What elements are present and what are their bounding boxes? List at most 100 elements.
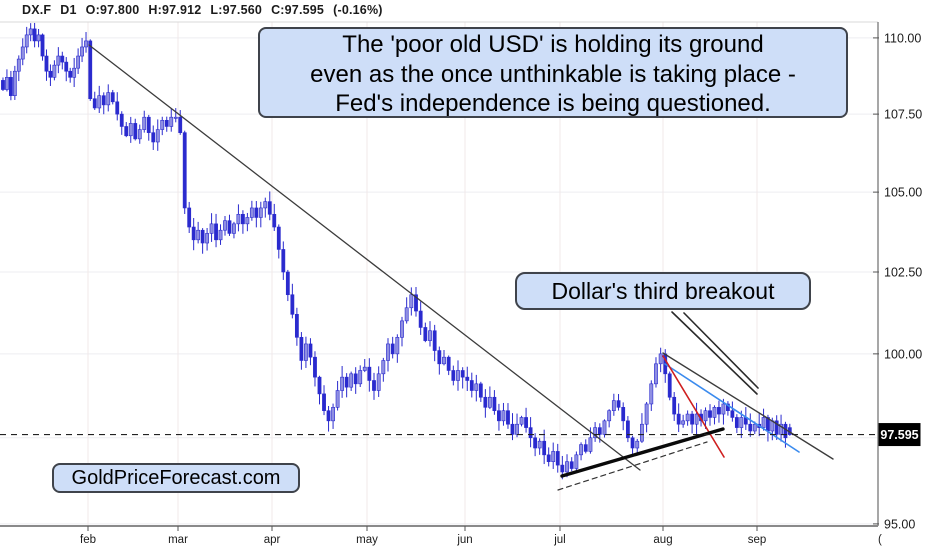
candle-body xyxy=(432,330,437,351)
candle-body xyxy=(151,132,156,143)
candle-body xyxy=(694,413,699,425)
timeframe-label: D1 xyxy=(60,3,77,17)
candle-body xyxy=(88,40,93,100)
candle-body xyxy=(137,129,142,140)
candle-body xyxy=(414,294,418,312)
candle-body xyxy=(52,64,57,78)
candle-body xyxy=(569,461,574,469)
month-label: mar xyxy=(168,534,188,546)
candle-body xyxy=(155,129,160,143)
candle-body xyxy=(752,423,757,432)
candle-body xyxy=(681,420,686,425)
breakout-pointer-b[interactable] xyxy=(683,312,759,389)
candle-body xyxy=(245,217,250,225)
candle-body xyxy=(249,207,254,218)
month-label: apr xyxy=(264,534,281,546)
candle-body xyxy=(187,207,192,228)
month-label: aug xyxy=(653,534,672,546)
candle-body xyxy=(236,213,241,225)
candle-body xyxy=(290,294,295,315)
candle-body xyxy=(400,320,404,338)
candle-body xyxy=(712,407,717,418)
candle-body xyxy=(644,403,649,425)
blue-trend-line[interactable] xyxy=(664,363,800,453)
candle-body xyxy=(92,98,97,109)
price-tick-label: 110.00 xyxy=(884,31,921,45)
candle-body xyxy=(607,410,612,422)
change-value: (-0.16%) xyxy=(333,3,383,17)
dashed-support-line[interactable] xyxy=(557,441,708,491)
candle-body xyxy=(317,376,322,395)
candle-body xyxy=(178,116,183,133)
candle-body xyxy=(551,451,556,462)
candle-body xyxy=(223,220,227,231)
candle-body xyxy=(40,34,45,57)
price-tick-label: 105.00 xyxy=(884,186,922,200)
candle-body xyxy=(506,410,510,425)
note-line-1: The 'poor old USD' is holding its ground xyxy=(342,31,764,58)
candle-body xyxy=(546,454,551,462)
candle-body xyxy=(460,370,465,378)
candle-body xyxy=(267,201,272,215)
candle-body xyxy=(294,314,299,338)
candle-body xyxy=(442,356,446,365)
candle-body xyxy=(191,226,196,241)
candle-body xyxy=(667,373,672,398)
candle-body xyxy=(734,417,739,428)
breakout-pointer-a[interactable] xyxy=(671,311,758,395)
candle-body xyxy=(60,55,65,63)
candle-body xyxy=(583,444,588,452)
price-tick-label: 102.50 xyxy=(884,266,922,280)
clipped-month-label: ( xyxy=(878,534,882,546)
candle-body xyxy=(579,444,583,456)
candle-body xyxy=(423,327,428,341)
breakout-annotation[interactable]: Dollar's third breakout xyxy=(515,272,811,310)
candle-body xyxy=(200,229,205,244)
breakout-label: Dollar's third breakout xyxy=(551,278,775,304)
long-downtrend-line[interactable] xyxy=(88,44,641,471)
candle-body xyxy=(97,95,102,109)
candle-body xyxy=(649,383,654,405)
high-value: H:97.912 xyxy=(148,3,202,17)
candle-body xyxy=(404,307,409,322)
candle-body xyxy=(173,116,178,119)
candle-body xyxy=(474,383,479,391)
candle-body xyxy=(227,220,232,234)
candle-body xyxy=(44,55,49,72)
candle-body xyxy=(376,373,381,391)
candle-body xyxy=(395,337,400,355)
candle-body xyxy=(611,400,616,412)
red-trend-line[interactable] xyxy=(662,355,725,458)
candle-body xyxy=(101,95,106,106)
candle-body xyxy=(690,413,694,425)
candle-body xyxy=(483,396,488,408)
candle-body xyxy=(437,350,442,365)
candle-body xyxy=(80,46,84,57)
brand-watermark[interactable]: GoldPriceForecast.com xyxy=(52,463,300,493)
candle-body xyxy=(36,34,41,42)
candle-body xyxy=(528,427,533,439)
thick-support-line[interactable] xyxy=(560,427,725,478)
candle-body xyxy=(497,410,501,422)
candle-body xyxy=(68,70,73,78)
usd-note-annotation[interactable]: The 'poor old USD' is holding its ground… xyxy=(258,27,848,118)
candle-body xyxy=(748,423,753,432)
candle-body xyxy=(32,28,37,42)
candle-body xyxy=(635,440,640,449)
candle-body xyxy=(726,403,730,412)
last-price-label-bg xyxy=(878,423,921,447)
candle-body xyxy=(372,380,376,391)
candle-body xyxy=(510,423,515,435)
candle-body xyxy=(142,116,147,130)
candle-body xyxy=(164,119,169,127)
candle-body xyxy=(456,370,460,381)
august-downtrend-line[interactable] xyxy=(662,352,834,460)
candle-body xyxy=(285,271,290,296)
candle-body xyxy=(621,407,626,422)
candle-body xyxy=(299,337,304,361)
candle-body xyxy=(241,213,245,225)
candle-body xyxy=(48,70,53,78)
price-tick-label: 107.50 xyxy=(884,108,922,122)
ohlc-header: DX.F D1 O:97.800 H:97.912 L:97.560 C:97.595 (-… xyxy=(22,3,392,17)
candle-body xyxy=(272,213,277,228)
